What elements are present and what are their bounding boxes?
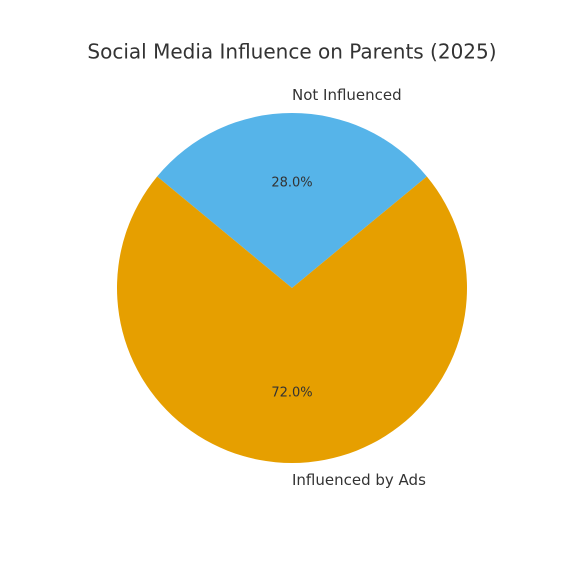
slice-label: Influenced by Ads xyxy=(292,471,426,489)
pie-slice xyxy=(116,176,467,463)
value-label: 28.0% xyxy=(271,176,312,191)
slice-label: Not Influenced xyxy=(292,86,402,104)
pie-slice xyxy=(157,112,427,288)
value-label: 72.0% xyxy=(271,386,312,401)
chart-title: Social Media Influence on Parents (2025) xyxy=(87,40,496,64)
